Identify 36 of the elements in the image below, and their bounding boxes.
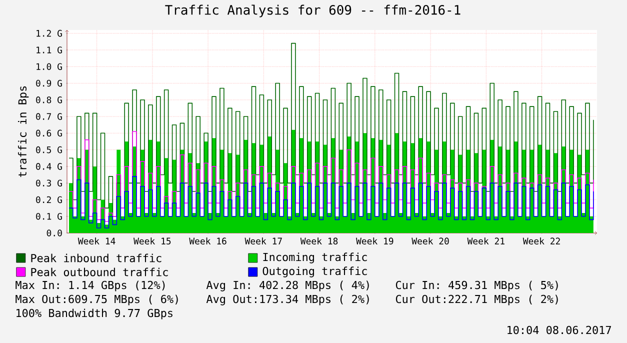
text: Max In: 1.14 GBps (12%) <box>16 280 165 292</box>
text: 10:04 08.06.2017 <box>508 326 611 334</box>
y-tick-label: 1.0 G <box>36 63 62 70</box>
y-tick-label: 1.2 G <box>36 30 62 37</box>
text: Max Out:609.75 MBps ( 6%) <box>16 294 178 306</box>
x-tick-label: Week 18 <box>300 238 338 244</box>
chart-title: Traffic Analysis for 609 -- ffm-2016-1 <box>165 4 460 18</box>
y-tick-label: 0.1 G <box>36 212 62 220</box>
x-tick-label: Week 15 <box>134 238 171 244</box>
y-tick-label: 0.2 G <box>36 196 62 204</box>
y-tick-label: 0.4 G <box>36 163 62 170</box>
text: 100% Bandwidth 9.77 GBps <box>16 308 172 320</box>
y-tick-label: 0.3 G <box>36 180 62 186</box>
text: Cur In: 459.31 MBps ( 5%) <box>396 280 558 292</box>
legend-label: Incoming traffic <box>263 252 367 264</box>
text: Cur Out:222.71 MBps ( 2%) <box>396 294 558 306</box>
x-tick-label: Week 16 <box>189 238 226 244</box>
x-tick-label: Week 19 <box>356 238 394 244</box>
text: Avg In: 402.28 MBps ( 4%) <box>206 280 369 292</box>
x-tick-label: Week 20 <box>412 238 449 244</box>
x-tick-label: Week 21 <box>467 238 504 244</box>
text: Avg Out:173.34 MBps ( 2%) <box>206 294 369 306</box>
y-tick-label: 0.0 <box>46 230 62 236</box>
x-tick-label: Week 14 <box>78 238 116 244</box>
y-tick-label: 0.8 G <box>36 96 62 104</box>
legend-label: Peak inbound traffic <box>31 254 162 262</box>
x-tick-label: Week 22 <box>522 238 560 244</box>
y-tick-label: 0.7 G <box>36 113 62 120</box>
y-tick-label: 1.1 G <box>36 46 62 54</box>
y-axis-title: traffic in Bps <box>18 86 29 177</box>
y-tick-label: 0.5 G <box>36 146 62 154</box>
x-tick-label: Week 17 <box>244 238 282 244</box>
legend-label: Outgoing traffic <box>262 266 367 278</box>
legend-label: Peak outbound traffic <box>31 268 168 276</box>
y-tick-label: 0.6 G <box>36 130 62 137</box>
y-tick-label: 0.9 G <box>36 80 62 87</box>
